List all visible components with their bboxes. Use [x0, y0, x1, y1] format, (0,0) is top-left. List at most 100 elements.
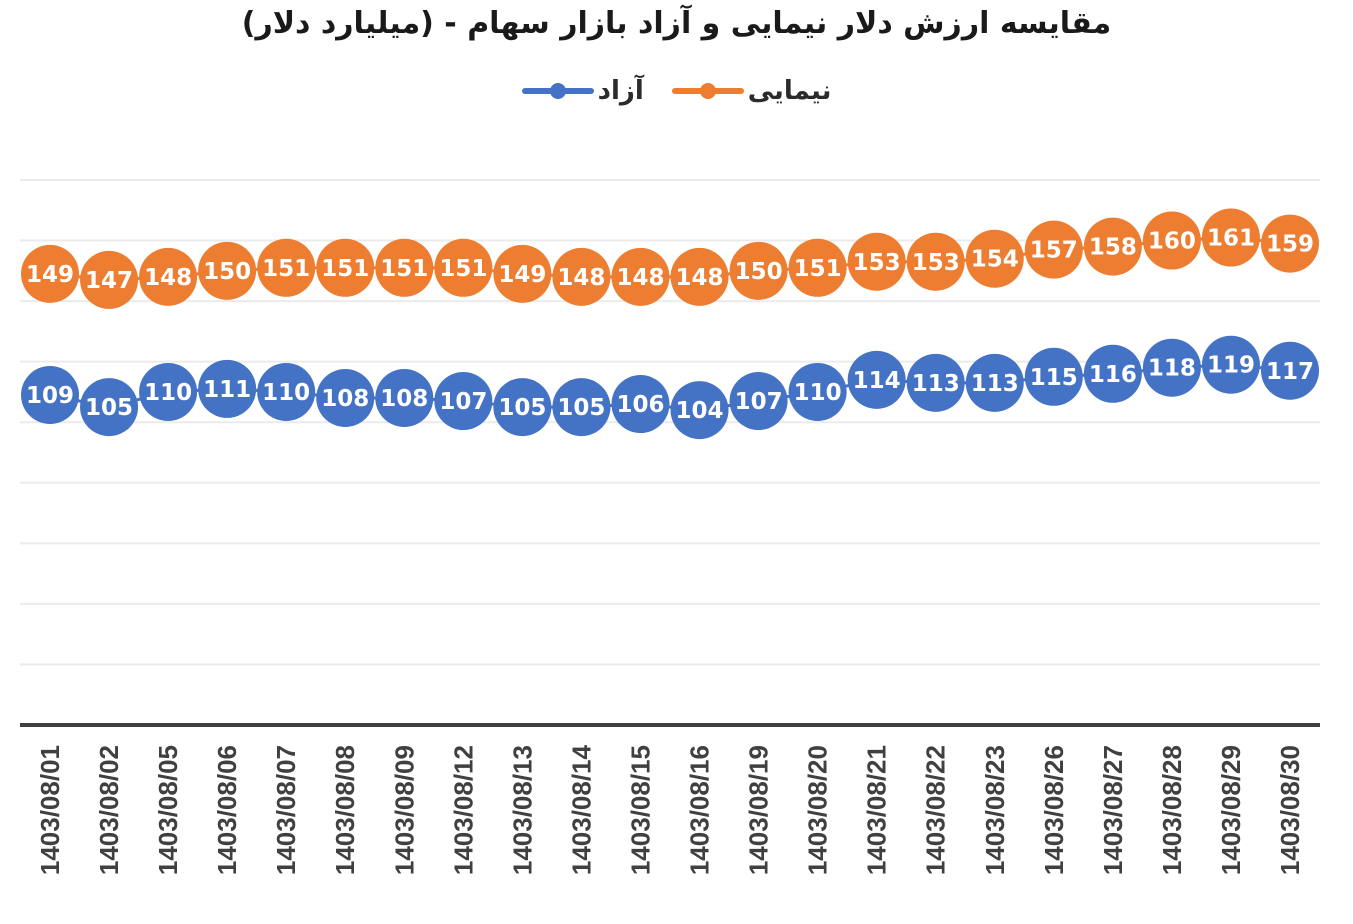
data-marker-icon [21, 365, 79, 424]
data-point[interactable]: 151 [257, 238, 316, 297]
data-label: 153 [853, 250, 901, 276]
data-marker-icon [493, 378, 552, 437]
data-label: 160 [1148, 229, 1196, 255]
x-axis-label: 1403/08/12 [448, 745, 478, 875]
data-point[interactable]: 148 [552, 247, 611, 306]
data-point[interactable]: 113 [906, 353, 965, 412]
x-axis-label: 1403/08/15 [625, 745, 655, 875]
data-marker-icon [1083, 344, 1142, 403]
data-point[interactable]: 147 [80, 250, 139, 309]
data-point[interactable]: 153 [906, 232, 965, 291]
x-axis-label: 1403/08/23 [980, 745, 1010, 875]
data-point[interactable]: 108 [316, 369, 375, 427]
x-axis-label: 1403/08/22 [921, 745, 951, 875]
data-marker-icon [375, 369, 434, 427]
data-point[interactable]: 159 [1261, 214, 1319, 273]
data-point[interactable]: 104 [670, 381, 729, 440]
data-point[interactable]: 110 [139, 362, 198, 421]
data-point[interactable]: 157 [1024, 220, 1083, 279]
data-label: 157 [1030, 238, 1078, 264]
data-point[interactable]: 107 [729, 372, 788, 431]
legend-line-marker-icon [671, 81, 744, 101]
data-point[interactable]: 158 [1083, 217, 1142, 276]
data-point[interactable]: 113 [965, 353, 1024, 412]
data-marker-icon [1261, 214, 1319, 273]
data-point[interactable]: 151 [375, 238, 434, 297]
data-label: 113 [912, 371, 960, 397]
data-point[interactable]: 150 [729, 241, 788, 300]
data-marker-icon [80, 250, 139, 309]
data-marker-icon [788, 238, 847, 297]
data-point[interactable]: 160 [1142, 211, 1201, 270]
data-label: 114 [853, 368, 901, 394]
data-point[interactable]: 105 [80, 378, 139, 437]
data-label: 108 [380, 386, 428, 412]
data-point[interactable]: 109 [21, 365, 79, 424]
data-label: 148 [676, 265, 724, 291]
data-point[interactable]: 105 [493, 378, 552, 437]
data-label: 107 [735, 389, 783, 415]
data-point[interactable]: 148 [139, 247, 198, 306]
data-point[interactable]: 110 [257, 362, 316, 421]
data-marker-icon [788, 362, 847, 421]
data-marker-icon [375, 238, 434, 297]
data-point[interactable]: 106 [611, 375, 670, 434]
data-point[interactable]: 110 [788, 362, 847, 421]
data-label: 149 [26, 262, 74, 288]
data-point[interactable]: 115 [1024, 347, 1083, 406]
x-axis-labels: 1403/08/01 1403/08/02 1403/08/05 1403/08/06… [35, 744, 1305, 875]
legend-label-nimaei: نیمایی [747, 76, 832, 106]
x-axis-label: 1403/08/13 [507, 745, 537, 875]
data-point[interactable]: 161 [1201, 208, 1260, 267]
data-point[interactable]: 111 [198, 359, 257, 418]
data-point[interactable]: 116 [1083, 344, 1142, 403]
x-axis-label: 1403/08/27 [1098, 745, 1128, 875]
data-label: 159 [1266, 232, 1314, 258]
data-label: 110 [144, 380, 192, 406]
data-label: 119 [1207, 353, 1255, 379]
data-point[interactable]: 108 [375, 369, 434, 427]
data-marker-icon [198, 359, 257, 418]
data-point[interactable]: 117 [1261, 341, 1319, 400]
data-label: 107 [439, 389, 487, 415]
data-label: 150 [735, 259, 783, 285]
data-point[interactable]: 150 [198, 241, 257, 300]
series-line [49, 236, 1291, 282]
data-point[interactable]: 148 [670, 247, 729, 306]
data-marker-icon [965, 353, 1024, 412]
series-1: 109 105 110 111 110 108 108 107 105 105 106 104 107 1… [21, 335, 1319, 440]
data-point[interactable]: 148 [611, 247, 670, 306]
x-axis-label: 1403/08/16 [685, 745, 715, 875]
data-point[interactable]: 154 [965, 229, 1024, 288]
data-point[interactable]: 149 [493, 244, 552, 303]
legend-item-nimaei[interactable]: نیمایی [671, 76, 832, 106]
data-marker-icon [552, 378, 611, 437]
data-marker-icon [1261, 341, 1319, 400]
data-marker-icon [670, 381, 729, 440]
data-marker-icon [493, 244, 552, 303]
series-layer: 149 147 148 150 151 151 151 151 149 148 148 148 150 1… [21, 208, 1319, 440]
data-point[interactable]: 151 [316, 238, 375, 297]
data-label: 154 [971, 247, 1019, 273]
data-marker-icon [21, 244, 79, 303]
data-point[interactable]: 151 [788, 238, 847, 297]
data-point[interactable]: 107 [434, 372, 493, 431]
data-marker-icon [611, 375, 670, 434]
data-marker-icon [198, 241, 257, 300]
data-point[interactable]: 153 [847, 232, 906, 291]
data-point[interactable]: 149 [21, 244, 79, 303]
x-axis-label: 1403/08/30 [1275, 745, 1305, 875]
x-axis-label: 1403/08/26 [1039, 745, 1069, 875]
data-label: 150 [203, 259, 251, 285]
data-label: 161 [1207, 226, 1255, 252]
data-point[interactable]: 119 [1201, 335, 1260, 394]
data-point[interactable]: 114 [847, 350, 906, 409]
data-marker-icon [906, 353, 965, 412]
data-point[interactable]: 151 [434, 238, 493, 297]
legend-item-azad[interactable]: آزاد [521, 76, 644, 106]
data-point[interactable]: 118 [1142, 338, 1201, 397]
data-marker-icon [670, 247, 729, 306]
data-marker-icon [552, 247, 611, 306]
data-point[interactable]: 105 [552, 378, 611, 437]
x-axis-label: 1403/08/07 [271, 745, 301, 875]
